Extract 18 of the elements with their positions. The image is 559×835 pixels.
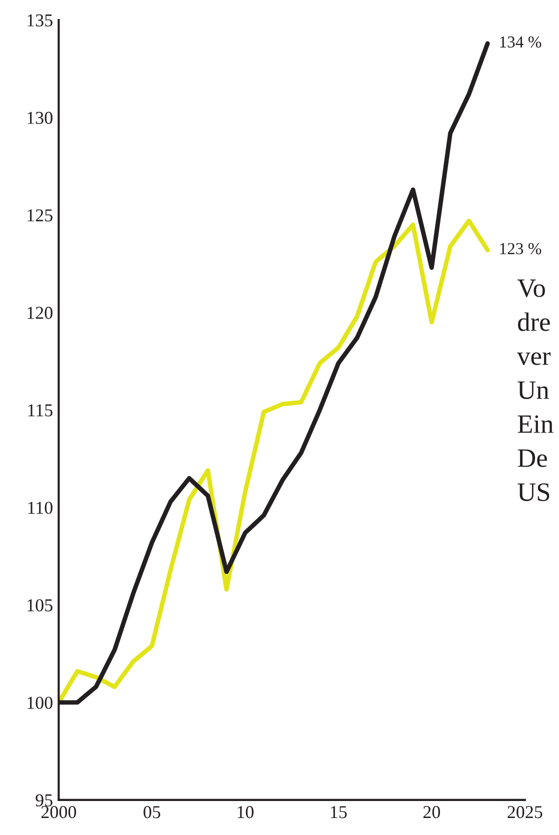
x-tick-label: 2025 (508, 806, 542, 818)
y-tick-label: 125 (28, 209, 52, 222)
y-tick-label: 135 (28, 14, 52, 26)
y-tick-label: 130 (28, 112, 52, 124)
x-tick-label: 15 (330, 806, 347, 818)
x-tick-label: 2000 (41, 806, 76, 818)
y-tick-label: 105 (28, 599, 52, 612)
y-tick-label: 115 (28, 404, 52, 416)
annotation: 123 % (500, 243, 542, 254)
x-tick-label: 05 (144, 806, 160, 818)
y-tick-label: 95 (36, 794, 52, 806)
x-tick-label: 20 (423, 806, 440, 818)
y-tick-label: 100 (28, 696, 52, 709)
y-tick-label: 110 (28, 502, 52, 514)
y-tick-label: 120 (28, 306, 52, 319)
x-tick-label: 10 (238, 806, 254, 818)
annotation: Vo dre ver Un Ein De US (517, 280, 554, 502)
annotation: 134 % (500, 36, 542, 48)
